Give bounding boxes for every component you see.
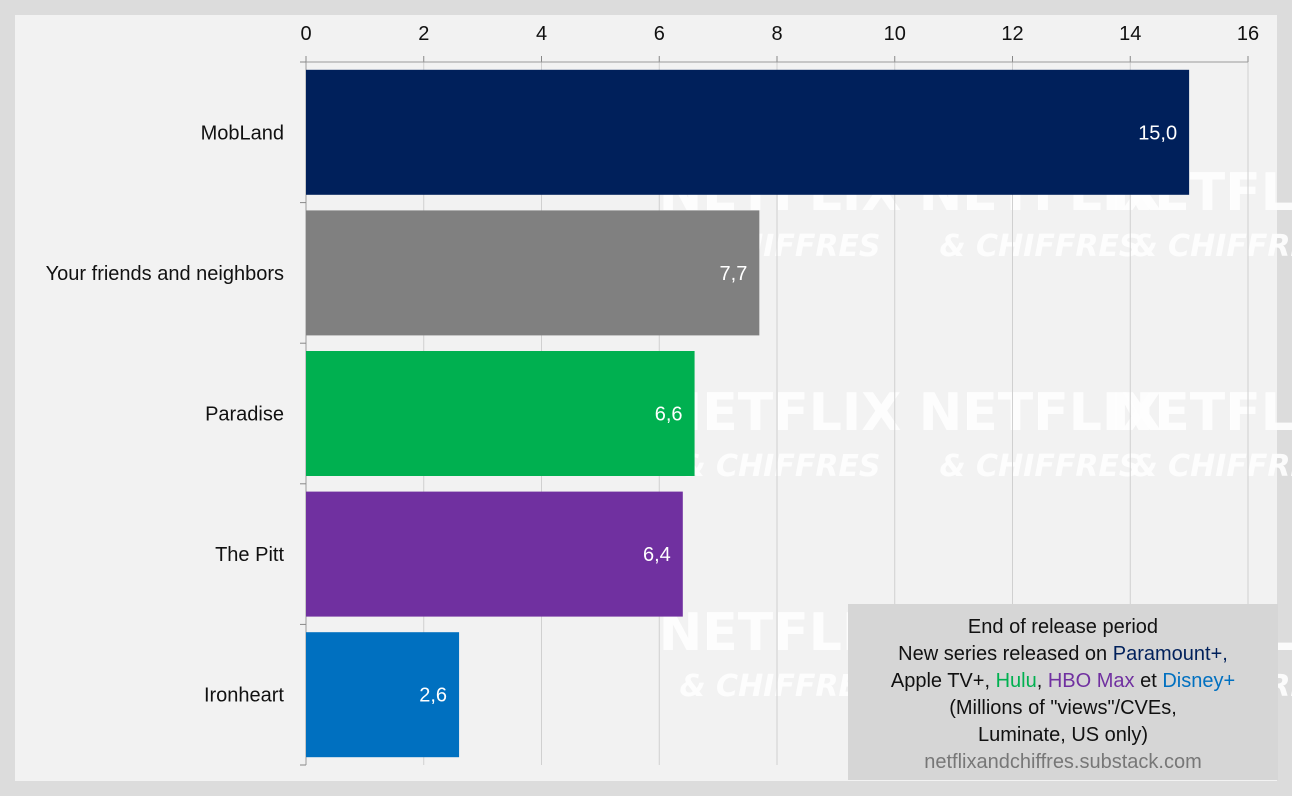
bar [306, 491, 683, 617]
bar [306, 351, 695, 476]
legend-line-period: End of release period [967, 616, 1159, 638]
legend-source-url: netflixandchiffres.substack.com [924, 751, 1202, 773]
x-tick-label: 16 [1237, 23, 1259, 45]
legend-text: , [1036, 670, 1048, 692]
watermark-subtitle: & CHIFFRES [1131, 229, 1292, 264]
value-label: 7,7 [720, 263, 748, 285]
x-tick-label: 4 [536, 23, 547, 45]
value-label: 2,6 [419, 685, 447, 707]
legend-line-platforms: New series released on Paramount+, [848, 641, 1278, 668]
x-tick-label: 12 [1001, 23, 1023, 45]
category-label: The Pitt [215, 544, 284, 566]
category-label: MobLand [201, 122, 284, 144]
legend-hbo: HBO Max [1047, 670, 1135, 692]
legend-line-units: (Millions of "views"/CVEs, [949, 697, 1177, 719]
category-label: Paradise [205, 404, 284, 426]
watermark-title: NETFLIX [919, 383, 1162, 443]
value-label: 6,4 [643, 544, 671, 566]
watermark-title: NETFLIX [1111, 383, 1292, 443]
bar [306, 632, 460, 758]
value-label: 15,0 [1138, 122, 1177, 144]
legend-line-platforms-2: Apple TV+, Hulu, HBO Max et Disney+ [848, 668, 1278, 695]
legend-text: New series released on [898, 643, 1113, 665]
category-label: Ironheart [204, 685, 284, 707]
watermark-subtitle: & CHIFFRES [679, 449, 880, 484]
value-label: 6,6 [655, 404, 683, 426]
bar [306, 210, 760, 336]
watermark-subtitle: & CHIFFRES [679, 669, 880, 704]
category-label: Your friends and neighbors [46, 263, 284, 285]
watermark-subtitle: & CHIFFRES [939, 449, 1140, 484]
legend-hulu: Hulu [995, 670, 1037, 692]
x-tick-label: 2 [418, 23, 429, 45]
x-tick-label: 14 [1119, 23, 1141, 45]
legend-text: Apple TV+, [890, 670, 996, 692]
legend-paramount: Paramount+, [1112, 643, 1228, 665]
watermark-subtitle: & CHIFFRES [939, 229, 1140, 264]
watermark-subtitle: & CHIFFRES [1131, 449, 1292, 484]
legend-disney: Disney+ [1162, 670, 1236, 692]
watermark-title: NETFLIX [659, 383, 902, 443]
x-tick-label: 10 [884, 23, 906, 45]
legend-line-source-note: Luminate, US only) [977, 724, 1149, 746]
x-tick-label: 8 [771, 23, 782, 45]
x-tick-label: 6 [654, 23, 665, 45]
bar [306, 69, 1190, 195]
legend-text: et [1134, 670, 1163, 692]
legend-box: End of release period New series release… [848, 604, 1278, 780]
x-tick-label: 0 [300, 23, 311, 45]
